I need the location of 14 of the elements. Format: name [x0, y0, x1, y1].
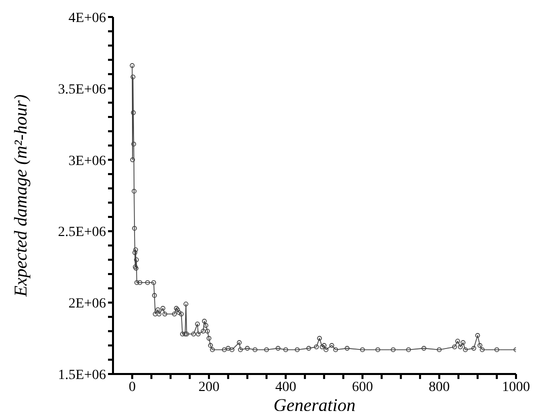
x-axis-title: Generation [274, 395, 356, 415]
y-axis-title: Expected damage (m²-hour) [10, 94, 30, 298]
x-tick-label: 400 [275, 380, 296, 395]
y-tick-label: 2E+06 [68, 296, 106, 312]
x-tick-label: 0 [128, 380, 136, 395]
x-tick-label: 600 [352, 380, 373, 395]
y-tick-label: 3.5E+06 [58, 82, 106, 98]
x-tick-label: 1000 [502, 380, 530, 395]
y-tick-label: 4E+06 [68, 10, 106, 26]
x-tick-label: 200 [198, 380, 220, 395]
y-tick-label: 1.5E+06 [58, 368, 106, 383]
y-tick-label: 3E+06 [68, 154, 106, 169]
y-tick-label: 2.5E+06 [58, 225, 106, 240]
x-tick-label: 800 [428, 380, 450, 395]
